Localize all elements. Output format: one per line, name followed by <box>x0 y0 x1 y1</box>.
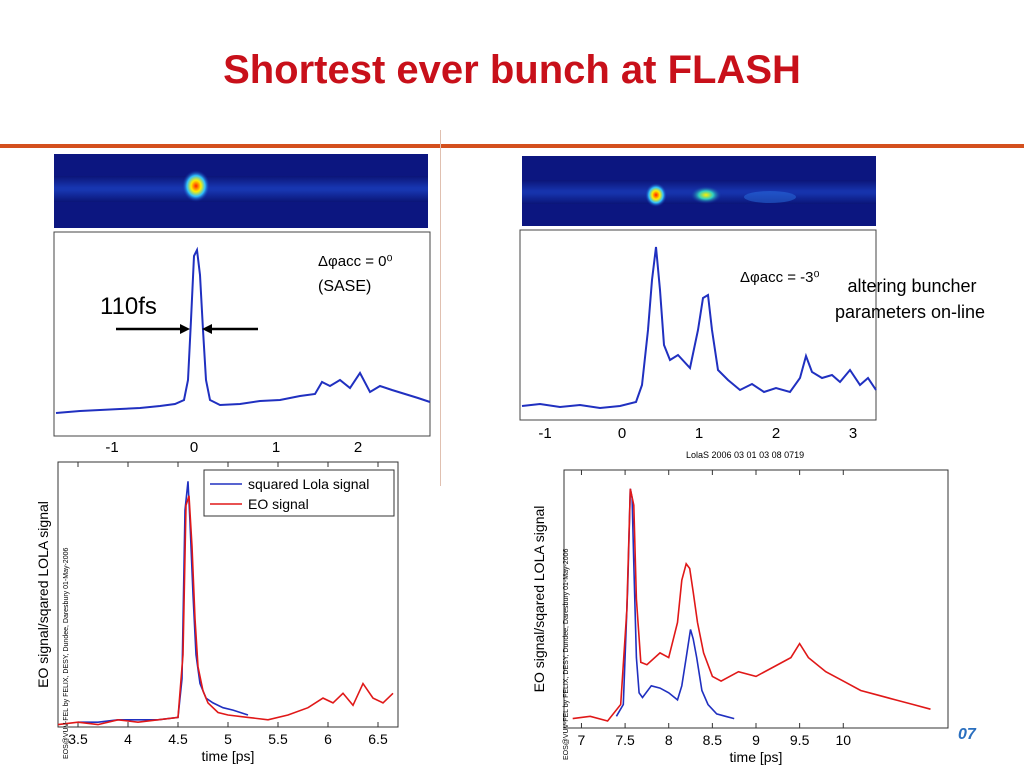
x-tick-label: 7.5 <box>615 732 635 748</box>
credit-label: EOS@VUV-FEL by FELIX, DESY, Dundee, Dare… <box>563 549 570 760</box>
x-tick-label: -1 <box>105 439 118 456</box>
right-profile-plot: Δφacc = -3⁰ -1 0 1 2 3 LolaS 2006 03 01 03 0… <box>519 229 877 460</box>
series-line-eo <box>572 488 931 722</box>
side-note-line2: parameters on-line <box>835 302 985 322</box>
x-tick-label: 6.5 <box>368 731 388 747</box>
x-tick-label: 7 <box>578 732 586 748</box>
x-tick-label: 10 <box>835 732 851 748</box>
x-tick-label: 3 <box>849 425 857 442</box>
credit-label: EOS@VUV-FEL by FELIX, DESY, Dundee, Dare… <box>63 548 70 759</box>
left-mode-annotation: (SASE) <box>318 278 371 295</box>
slide-title: Shortest ever bunch at FLASH <box>223 48 801 92</box>
left-streak-image <box>54 154 428 228</box>
y-axis-label: EO signal/sqared LOLA signal <box>35 501 51 688</box>
x-tick-label: 9.5 <box>790 732 810 748</box>
x-axis-label: time [ps] <box>202 748 255 764</box>
legend-label: EO signal <box>248 496 309 512</box>
x-tick-label: 0 <box>618 425 626 442</box>
y-axis-label: EO signal/sqared LOLA signal <box>531 506 547 693</box>
right-profile-trace <box>521 246 877 410</box>
left-top-x-ticks: -1 0 1 2 <box>105 439 362 456</box>
x-tick-label: 1 <box>695 425 703 442</box>
series-line-eo <box>57 495 394 726</box>
x-tick-label: 2 <box>772 425 780 442</box>
left-profile-plot: 110fs Δφacc = 0⁰ (SASE) -1 0 1 2 <box>53 231 431 456</box>
legend-box <box>203 469 395 517</box>
left-profile-trace <box>55 246 431 414</box>
x-tick-label: 5.5 <box>268 731 288 747</box>
x-tick-label: 1 <box>272 439 280 456</box>
x-tick-label: 5 <box>224 731 232 747</box>
right-phase-annotation: Δφacc = -3⁰ <box>740 269 820 286</box>
x-tick-label: 9 <box>752 732 760 748</box>
legend: squared Lola signal EO signal <box>203 469 395 517</box>
x-tick-label: -1 <box>538 425 551 442</box>
column-divider <box>440 130 441 486</box>
right-caption: LolaS 2006 03 01 03 08 0719 <box>686 450 804 460</box>
right-top-x-ticks: -1 0 1 2 3 <box>538 425 857 442</box>
footer-fragment: 07 <box>958 726 977 743</box>
x-tick-label: 0 <box>190 439 198 456</box>
left-phase-annotation: Δφacc = 0⁰ <box>318 253 393 270</box>
side-note-line1: altering buncher <box>847 276 976 296</box>
legend-label: squared Lola signal <box>248 476 369 492</box>
x-tick-label: 3.5 <box>68 731 88 747</box>
eo-comparison-chart-left: 3.5 4 4.5 5 5.5 6 6.5 time [ps] EO signal/sqared… <box>35 461 399 764</box>
x-tick-label: 4.5 <box>168 731 188 747</box>
x-tick-label: 8.5 <box>703 732 723 748</box>
width-arrow <box>116 324 258 334</box>
x-axis-label: time [ps] <box>730 749 783 765</box>
x-tick-label: 8 <box>665 732 673 748</box>
width-label: 110fs <box>100 293 157 320</box>
x-tick-label: 2 <box>354 439 362 456</box>
right-streak-image <box>522 156 876 226</box>
x-tick-label: 6 <box>324 731 332 747</box>
title-divider <box>0 144 1024 148</box>
eo-comparison-chart-right: 7 7.5 8 8.5 9 9.5 10 time [ps] EO signal/sqared … <box>531 469 949 765</box>
x-tick-label: 4 <box>124 731 132 747</box>
